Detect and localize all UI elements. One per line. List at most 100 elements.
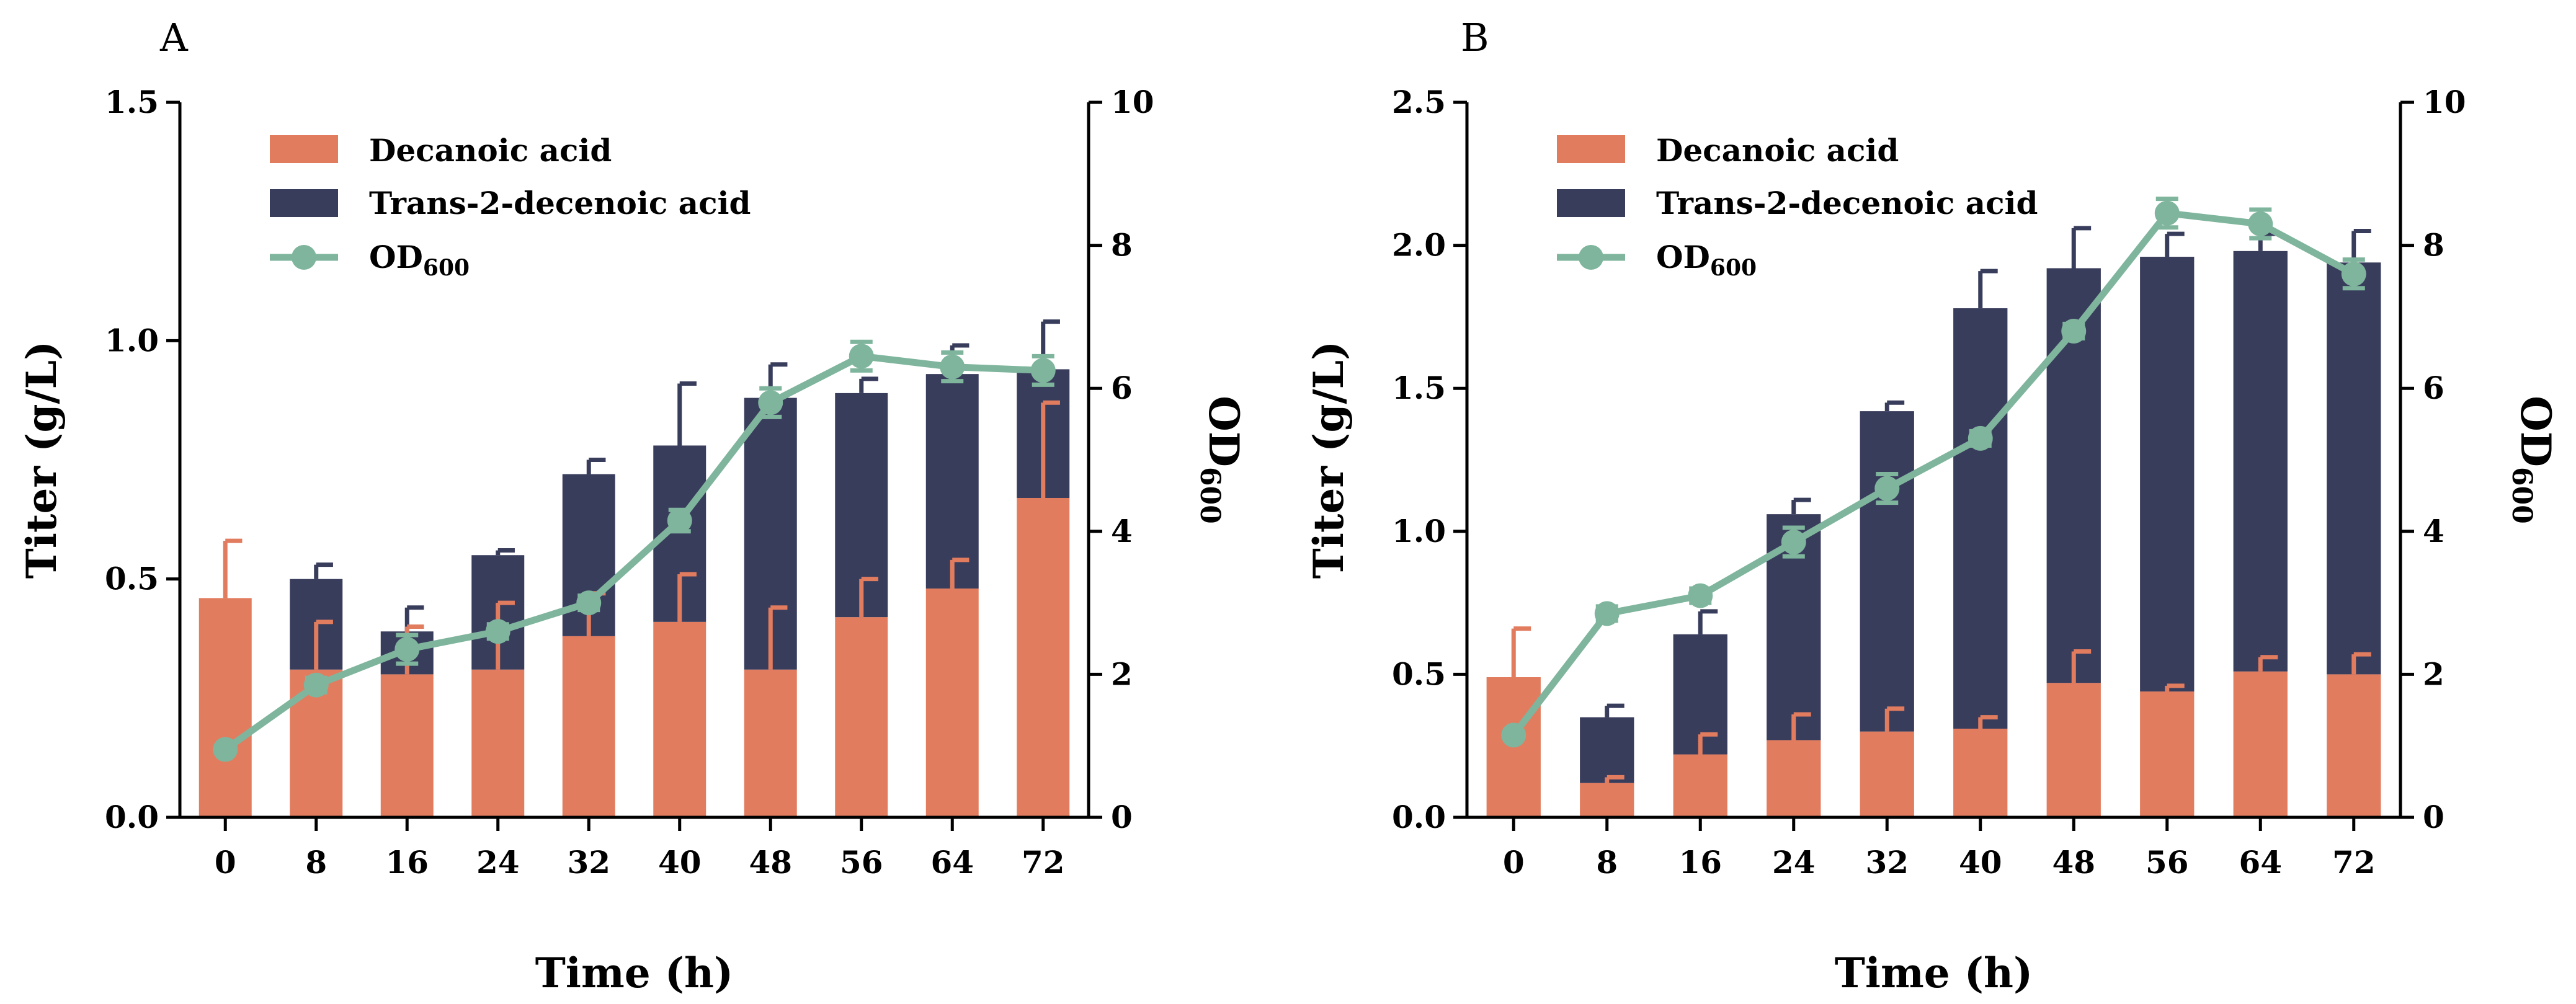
panel-label: B: [1461, 15, 1489, 60]
od600-point-32: [1874, 476, 1900, 501]
legend-label-od600: OD600: [369, 239, 470, 281]
bar-decanoic-24: [1767, 740, 1821, 817]
x-tick-label: 8: [1596, 844, 1618, 881]
y2-tick-label: 2: [2423, 655, 2445, 692]
od600-point-16: [1688, 583, 1713, 608]
y2-tick-label: 10: [2423, 84, 2466, 120]
bar-trans-56: [2140, 257, 2195, 692]
x-tick-label: 0: [1503, 844, 1525, 881]
od600-point-40: [667, 508, 692, 533]
od600-point-48: [2061, 318, 2087, 344]
bar-decanoic-48: [744, 669, 797, 817]
x-tick-label: 8: [305, 844, 327, 881]
y-tick-label: 1.0: [1392, 513, 1446, 549]
bar-decanoic-16: [1673, 754, 1727, 817]
y-tick-label: 0.0: [105, 799, 159, 835]
x-tick-label: 56: [840, 844, 883, 881]
bar-trans-32: [1860, 411, 1914, 732]
x-tick-label: 16: [385, 844, 429, 881]
y2-tick-label: 2: [1111, 655, 1133, 692]
od600-point-64: [940, 354, 965, 380]
y2-tick-label: 8: [1111, 227, 1133, 264]
bar-decanoic-64: [925, 589, 979, 817]
legend-swatch-trans: [1557, 189, 1625, 217]
bar-decanoic-64: [2233, 671, 2288, 817]
bar-decanoic-16: [380, 674, 434, 817]
od600-point-24: [485, 619, 510, 644]
y-tick-label: 0.0: [1392, 799, 1446, 835]
y2-axis-title-main: OD: [1200, 396, 1248, 467]
bar-trans-72: [2327, 262, 2381, 675]
y-tick-label: 0.5: [105, 561, 159, 597]
y2-tick-label: 6: [2423, 370, 2445, 406]
legend-swatch-decanoic: [1557, 135, 1625, 163]
od600-point-0: [213, 737, 238, 762]
x-tick-label: 48: [2052, 844, 2095, 881]
bar-decanoic-32: [1860, 731, 1914, 817]
y-tick-label: 2.0: [1392, 227, 1446, 264]
bar-trans-64: [925, 374, 979, 589]
legend-swatch-od600-marker: [1579, 245, 1603, 270]
bar-decanoic-72: [1017, 497, 1070, 817]
y2-tick-label: 8: [2423, 227, 2445, 264]
legend-label-trans: Trans-2-decenoic acid: [1656, 185, 2038, 221]
od600-point-40: [1968, 425, 1993, 451]
x-tick-label: 0: [215, 844, 236, 881]
x-tick-label: 64: [930, 844, 974, 881]
od600-point-72: [1030, 358, 1056, 383]
y2-tick-label: 0: [1111, 799, 1133, 835]
legend-label-od600-main: OD: [369, 239, 423, 275]
y2-axis-title-sub: 600: [2506, 467, 2538, 524]
y-tick-label: 1.5: [105, 84, 159, 120]
od600-point-8: [1594, 601, 1620, 626]
y2-tick-label: 6: [1111, 370, 1133, 406]
x-tick-label: 24: [1772, 844, 1816, 881]
x-tick-label: 40: [658, 844, 702, 881]
od600-point-64: [2248, 211, 2273, 237]
y2-axis-title: OD600: [1194, 396, 1248, 524]
y-tick-label: 1.5: [1392, 370, 1446, 406]
x-tick-label: 32: [567, 844, 610, 881]
od600-point-56: [849, 344, 874, 369]
y-axis-title: Titer (g/L): [1304, 341, 1353, 579]
x-tick-label: 72: [1022, 844, 1065, 881]
legend-label-decanoic: Decanoic acid: [1656, 132, 1899, 169]
y-axis-title: Titer (g/L): [17, 341, 66, 579]
y-tick-label: 0.5: [1392, 655, 1446, 692]
legend-label-od600-sub: 600: [1710, 255, 1757, 281]
y2-tick-label: 10: [1111, 84, 1154, 120]
od600-point-72: [2341, 261, 2366, 287]
y2-tick-label: 4: [1111, 513, 1133, 549]
od600-point-16: [394, 637, 420, 662]
od600-line: [1510, 209, 2356, 737]
bar-decanoic-56: [835, 617, 888, 817]
od600-point-0: [1501, 722, 1526, 748]
legend-label-od600-main: OD: [1656, 239, 1710, 275]
x-tick-label: 16: [1678, 844, 1722, 881]
x-tick-label: 24: [476, 844, 520, 881]
x-axis-title: Time (h): [1835, 949, 2033, 997]
bar-decanoic-24: [471, 669, 525, 817]
panel-label: A: [159, 15, 189, 60]
od600-point-8: [303, 672, 329, 698]
od600-point-32: [576, 590, 602, 616]
bar-trans-64: [2233, 251, 2288, 672]
bar-decanoic-40: [653, 621, 706, 817]
y2-tick-label: 4: [2423, 513, 2445, 549]
bar-trans-40: [1953, 308, 2008, 729]
bar-decanoic-72: [2327, 674, 2381, 817]
legend-label-trans: Trans-2-decenoic acid: [369, 185, 751, 221]
legend-swatch-od600-marker: [292, 245, 316, 270]
legend-swatch-decanoic: [270, 135, 338, 163]
od600-point-48: [758, 390, 783, 415]
y-tick-label: 2.5: [1392, 84, 1446, 120]
bar-decanoic-8: [1580, 783, 1634, 817]
legend-label-decanoic: Decanoic acid: [369, 132, 612, 169]
od600-point-56: [2154, 200, 2180, 226]
legend-swatch-trans: [270, 189, 338, 217]
y2-axis-title-sub: 600: [1194, 467, 1226, 524]
legend-label-od600-sub: 600: [423, 255, 470, 281]
x-tick-label: 72: [2332, 844, 2376, 881]
